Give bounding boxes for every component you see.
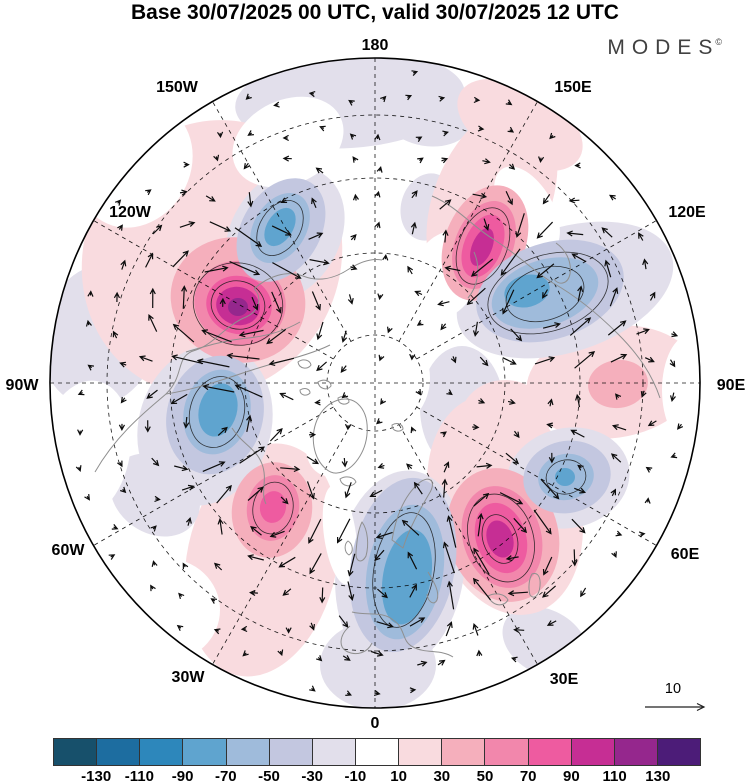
colorbar-tick--90: -90 [171,768,194,783]
lon-label-90E: 90E [716,377,746,394]
modes-logo-text: MODES [607,36,720,59]
colorbar-tick--10: -10 [344,768,367,783]
colorbar-tick--130: -130 [81,768,112,783]
colorbar-tick--50: -50 [258,768,280,783]
colorbar-cell-7 [354,739,399,765]
colorbar-cell-5 [268,739,312,765]
lon-label-120W: 120W [109,204,151,221]
colorbar-tick-50: 50 [476,768,494,783]
colorbar-cell-13 [613,739,657,765]
lon-label-0: 0 [370,715,380,732]
page-title: Base 30/07/2025 00 UTC, valid 30/07/2025… [131,1,619,24]
vector-reference-arrow [645,702,706,712]
colorbar [53,738,701,766]
colorbar-cell-4 [225,739,269,765]
lon-label-150E: 150E [554,79,592,96]
colorbar-tick-30: 30 [433,768,451,783]
colorbar-cell-10 [484,739,528,765]
colorbar-tick-10: 10 [390,768,407,783]
modes-logo: MODES© [607,36,722,60]
colorbar-cell-12 [570,739,614,765]
colorbar-cell-8 [398,739,442,765]
colorbar-tick--110: -110 [124,768,154,783]
colorbar-cell-3 [182,739,226,765]
colorbar-tick-90: 90 [563,768,580,783]
colorbar-tick-70: 70 [519,768,537,783]
map-field [50,58,700,708]
colorbar-cell-11 [527,739,571,765]
lon-label-30W: 30W [171,669,205,686]
map-boundary-circle [49,57,701,709]
wind-arrows [75,70,684,696]
lon-label-30E: 30E [549,671,579,688]
lon-label-180: 180 [361,37,389,54]
lon-label-60E: 60E [670,546,700,563]
lon-label-90W: 90W [5,377,39,394]
vector-reference-label: 10 [664,681,682,697]
colorbar-cell-6 [311,739,355,765]
lon-label-150W: 150W [156,79,198,96]
colorbar-cell-14 [656,739,701,765]
colorbar-cell-2 [139,739,183,765]
colorbar-tick--30: -30 [301,768,324,783]
graticule [50,58,700,708]
lon-label-60W: 60W [51,542,85,559]
copyright-mark: © [715,37,722,47]
lon-label-120E: 120E [668,204,706,221]
colorbar-tick-130: 130 [645,768,671,783]
colorbar-cell-9 [441,739,485,765]
colorbar-cell-1 [96,739,140,765]
colorbar-tick--70: -70 [214,768,237,783]
colorbar-cell-0 [54,739,97,765]
polar-map-plot [49,57,706,712]
colorbar-tick-110: 110 [602,768,627,783]
